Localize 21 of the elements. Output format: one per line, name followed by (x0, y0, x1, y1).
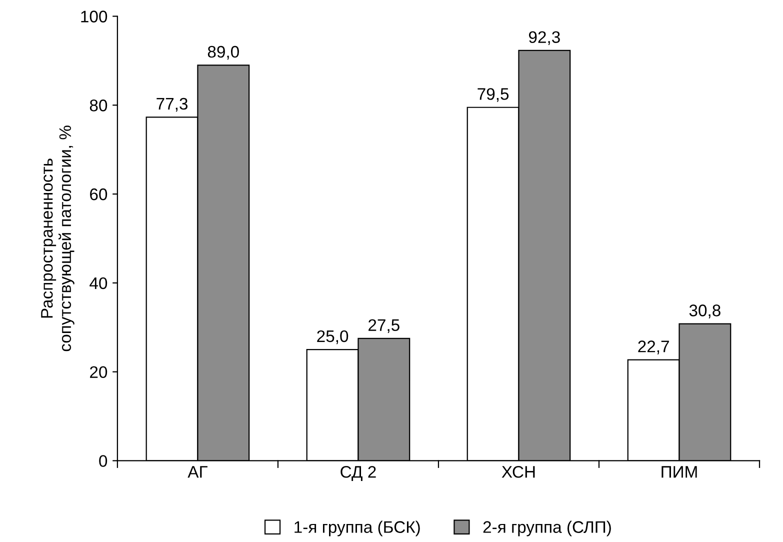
data-label: 92,3 (528, 31, 560, 45)
x-tick-label: ХСН (502, 466, 535, 478)
legend-label: 1-я группа (БСК) (294, 520, 420, 536)
y-axis-title: Распространенность сопутствующей патологии, % (41, 126, 74, 352)
data-label: 30,8 (689, 304, 720, 318)
y-tick-label: 60 (90, 188, 108, 200)
y-tick-label: 20 (90, 366, 108, 378)
legend-label: 2-я группа (СЛП) (483, 520, 611, 536)
y-tick-label: 40 (90, 277, 108, 290)
x-tick-label: ПИМ (662, 466, 697, 478)
data-label: 25,0 (317, 330, 348, 344)
x-tick-label: АГ (188, 466, 208, 478)
y-tick-label: 80 (90, 100, 108, 112)
y-tick-label: 0 (99, 455, 108, 467)
data-label: 79,5 (478, 88, 509, 102)
data-label: 27,5 (368, 319, 400, 333)
data-label: 22,7 (638, 340, 669, 354)
data-label: 89,0 (208, 46, 239, 60)
y-tick-label: 100 (81, 10, 108, 22)
x-tick-label: СД 2 (340, 466, 376, 481)
data-label: 77,3 (156, 98, 188, 112)
